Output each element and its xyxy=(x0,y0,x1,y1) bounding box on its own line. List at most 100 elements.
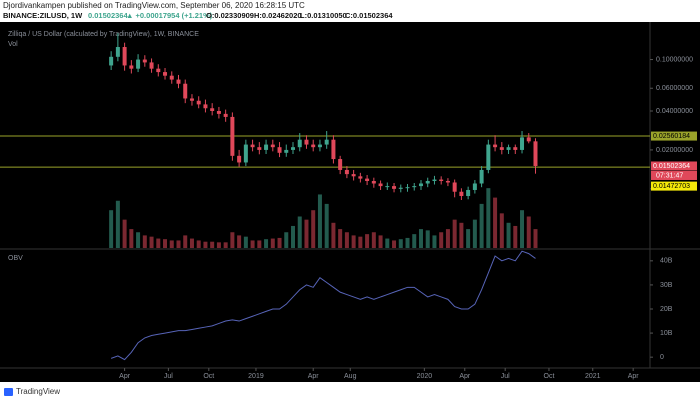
publisher: Djordivankampen published on TradingView… xyxy=(3,1,305,10)
volume-bar xyxy=(331,222,336,248)
candle-body xyxy=(189,98,194,101)
volume-bar xyxy=(439,232,444,248)
candle-body xyxy=(196,100,201,105)
volume-bar xyxy=(351,235,356,248)
high: H:0.02462020 xyxy=(254,11,302,20)
volume-bar xyxy=(365,234,370,248)
candle-body xyxy=(311,144,316,148)
candle-body xyxy=(270,144,275,148)
candle-body xyxy=(506,147,511,150)
volume-bar xyxy=(210,241,215,248)
volume-bar xyxy=(466,229,471,248)
volume-bar xyxy=(378,235,383,248)
volume-bar xyxy=(264,239,269,248)
candle-body xyxy=(513,147,518,150)
level-label-bg xyxy=(651,131,697,141)
candle-body xyxy=(243,144,248,163)
candle-body xyxy=(156,68,161,73)
candle-body xyxy=(432,179,437,181)
volume-bar xyxy=(472,219,477,248)
volume-bar xyxy=(392,240,397,248)
level-label: 0.02560184 xyxy=(653,133,690,140)
candle-body xyxy=(445,180,450,183)
volume-bar xyxy=(156,238,161,248)
candle-body xyxy=(472,183,477,190)
volume-bar xyxy=(115,200,120,248)
x-tick-label: Apr xyxy=(308,373,320,380)
candle-body xyxy=(365,178,370,181)
candle-body xyxy=(122,47,127,66)
x-tick-label: Oct xyxy=(203,373,214,380)
obv-line xyxy=(110,250,536,361)
candle-body xyxy=(142,59,147,63)
candle-body xyxy=(533,141,538,166)
volume-bar xyxy=(237,235,242,248)
last-price-label: 0.01502364 xyxy=(653,163,690,170)
volume-bar xyxy=(486,188,491,248)
volume-bar xyxy=(317,194,322,248)
x-tick-label: Apr xyxy=(628,373,640,380)
volume-bar xyxy=(452,219,457,248)
x-tick-label: Apr xyxy=(459,373,471,380)
volume-bar xyxy=(418,229,423,248)
volume-bar xyxy=(250,240,255,248)
volume-bar xyxy=(311,210,316,248)
price: 0.01502364 xyxy=(88,11,128,20)
volume-bar xyxy=(183,235,188,248)
candle-body xyxy=(317,144,322,148)
candle-body xyxy=(297,139,302,148)
candle-body xyxy=(331,139,336,160)
volume-bar xyxy=(398,239,403,248)
candle-body xyxy=(493,144,498,148)
candle-body xyxy=(115,47,120,57)
volume-bar xyxy=(196,240,201,248)
volume-bar xyxy=(189,238,194,248)
x-tick-label: 2019 xyxy=(248,373,264,380)
volume-bar xyxy=(405,237,410,248)
y-tick-label: 20B xyxy=(660,306,673,313)
logo-icon xyxy=(4,388,13,396)
volume-bar xyxy=(304,219,309,248)
candle-body xyxy=(466,189,471,197)
y-tick-label: 0.04000000 xyxy=(656,108,693,115)
volume-bar xyxy=(371,232,376,248)
candle-body xyxy=(358,176,363,179)
candle-body xyxy=(136,59,141,69)
candle-body xyxy=(452,182,457,192)
candle-body xyxy=(526,137,531,142)
countdown: 07:31:47 xyxy=(656,172,683,179)
candle-body xyxy=(385,186,390,188)
volume-bar xyxy=(358,236,363,248)
brand: TradingView xyxy=(16,387,60,396)
candle-body xyxy=(425,180,430,184)
candle-body xyxy=(338,159,343,170)
y-tick-label: 30B xyxy=(660,282,673,289)
x-tick-label: Jul xyxy=(501,373,510,380)
candle-body xyxy=(109,56,114,66)
volume-bar xyxy=(344,232,349,248)
candle-body xyxy=(257,147,262,150)
candle-body xyxy=(304,139,309,145)
candle-body xyxy=(183,83,188,99)
volume-bar xyxy=(445,229,450,248)
candle-body xyxy=(203,104,208,109)
candle-body xyxy=(351,174,356,177)
x-tick-label: Jul xyxy=(164,373,173,380)
symbol: BINANCE:ZILUSD, 1W xyxy=(3,11,83,20)
y-tick-label: 0.06000000 xyxy=(656,85,693,92)
candle-body xyxy=(264,144,269,150)
countdown-bg xyxy=(651,170,697,180)
candle-body xyxy=(398,187,403,189)
volume-bar xyxy=(291,225,296,248)
volume-bar xyxy=(176,240,181,248)
level-label-bg xyxy=(651,181,697,191)
candle-body xyxy=(129,65,134,69)
candle-body xyxy=(210,108,215,111)
candle-body xyxy=(405,187,410,189)
candle-body xyxy=(223,113,228,117)
volume-bar xyxy=(129,229,134,248)
candle-body xyxy=(284,149,289,153)
chart-title: Zilliqa / US Dollar (calculated by Tradi… xyxy=(8,31,199,38)
volume-bar xyxy=(257,240,262,248)
